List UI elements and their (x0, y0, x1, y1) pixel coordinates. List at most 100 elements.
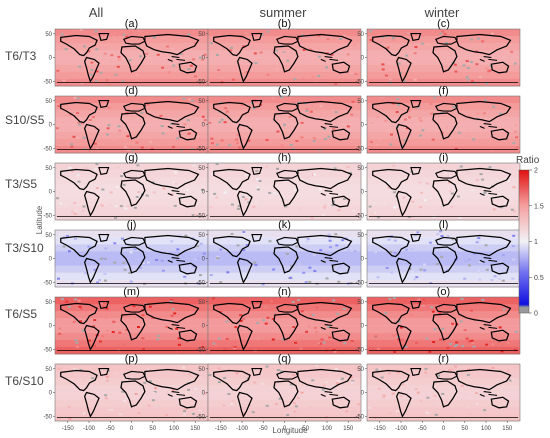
data-cell (490, 279, 494, 282)
lat-band (208, 385, 361, 393)
data-cell (381, 63, 385, 66)
data-cell (355, 367, 359, 370)
no-data-cell (291, 301, 295, 303)
data-cell (187, 373, 191, 376)
data-cell (78, 320, 82, 323)
data-cell (346, 125, 350, 128)
no-data-cell (187, 33, 191, 36)
data-cell (437, 57, 441, 60)
y-tick-label: 0 (202, 190, 206, 196)
data-cell (275, 403, 278, 406)
no-data-cell (293, 78, 297, 81)
no-data-cell (332, 299, 336, 302)
data-cell (288, 115, 292, 118)
no-data-cell (140, 111, 144, 114)
data-cell (315, 330, 319, 333)
lat-band (55, 124, 208, 133)
lat-band (55, 272, 208, 281)
panel-label: (o) (437, 286, 450, 298)
lat-band (208, 378, 361, 386)
data-cell (112, 138, 116, 141)
data-cell (220, 77, 224, 79)
no-data-cell (100, 257, 103, 260)
no-data-cell (424, 367, 428, 370)
data-cell (492, 208, 496, 211)
data-cell (305, 330, 309, 333)
data-cell (234, 326, 238, 329)
data-cell (149, 412, 153, 415)
lat-band (55, 265, 208, 274)
no-data-cell (472, 81, 476, 84)
data-cell (479, 75, 482, 78)
data-cell (325, 381, 329, 384)
lat-band (208, 311, 361, 319)
no-data-cell (332, 200, 336, 203)
data-cell (204, 392, 207, 395)
data-cell (199, 190, 202, 193)
data-cell (93, 268, 97, 271)
no-data-cell (95, 163, 99, 166)
data-cell (59, 202, 63, 205)
data-cell (414, 388, 418, 391)
no-data-cell (81, 329, 85, 332)
data-cell (418, 181, 422, 184)
data-cell (467, 258, 471, 261)
data-cell (226, 239, 230, 242)
data-cell (169, 299, 173, 301)
data-cell (224, 107, 228, 110)
data-cell (411, 270, 415, 273)
data-cell (271, 97, 275, 100)
panel: (f) 50 0 -50 (355, 85, 521, 154)
data-cell (423, 199, 427, 202)
no-data-cell (213, 192, 217, 195)
no-data-cell (462, 64, 466, 67)
data-cell (373, 416, 377, 419)
data-cell (390, 133, 393, 136)
no-data-cell (186, 119, 190, 122)
data-cell (245, 174, 248, 177)
data-cell (184, 408, 188, 410)
data-cell (308, 394, 312, 397)
no-data-cell (509, 379, 513, 382)
y-tick-label: -50 (355, 280, 364, 286)
data-cell (217, 69, 221, 71)
lat-band (55, 177, 208, 185)
x-tick-label: 100 (169, 426, 180, 432)
data-cell (57, 417, 61, 420)
lat-band (208, 272, 361, 281)
lat-band (55, 332, 208, 341)
data-cell (253, 52, 257, 55)
data-cell (319, 188, 322, 191)
data-cell (410, 248, 414, 250)
data-cell (129, 375, 133, 378)
data-cell (187, 98, 191, 101)
no-data-cell (282, 51, 286, 54)
lat-band (208, 237, 361, 245)
data-cell (175, 327, 179, 330)
no-data-cell (459, 320, 463, 323)
data-cell (80, 122, 84, 125)
data-cell (474, 392, 478, 394)
lat-band (367, 265, 520, 274)
data-cell (293, 380, 297, 383)
data-cell (395, 410, 399, 413)
data-cell (485, 343, 489, 346)
data-cell (501, 254, 505, 257)
no-data-cell (321, 388, 325, 391)
data-cell (214, 344, 217, 347)
data-cell (410, 313, 414, 316)
y-tick-label: 50 (357, 300, 364, 306)
data-cell (451, 322, 455, 325)
data-cell (105, 79, 109, 82)
data-cell (334, 364, 338, 367)
data-cell (217, 367, 221, 370)
data-cell (415, 276, 419, 279)
row-label-t6-s10: T6/S10 (5, 374, 44, 388)
data-cell (381, 203, 385, 206)
data-cell (343, 34, 346, 37)
no-data-cell (441, 327, 445, 330)
data-cell (210, 137, 214, 140)
data-cell (223, 348, 227, 351)
data-cell (445, 126, 449, 128)
lat-band (367, 64, 520, 73)
